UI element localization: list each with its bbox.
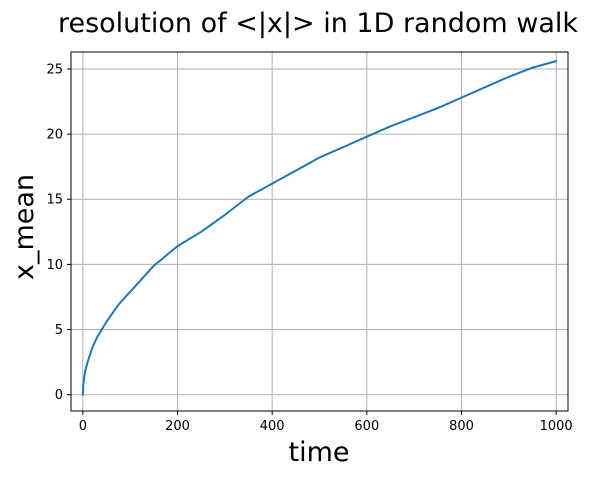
axis-ticks: 0 200 400 600 800 1000 0 5 10 15 20 25 [46,62,572,434]
chart-title: resolution of <|x|> in 1D random walk [58,8,578,39]
y-tick-label: 25 [46,62,63,77]
data-series [81,60,558,396]
x-tick-label: 1000 [540,419,573,434]
axes-frame [70,51,569,412]
y-tick-label: 5 [55,323,63,338]
y-tick-label: 15 [46,193,63,208]
x-tick-label: 800 [449,419,474,434]
y-tick-label: 20 [46,128,63,143]
y-axis-label: x_mean [9,174,40,280]
series-line [81,60,558,396]
grid-lines [71,52,568,411]
y-tick-label: 10 [46,258,63,273]
x-tick-label: 200 [165,419,190,434]
x-axis-label: time [288,437,349,468]
y-tick-label: 0 [55,388,63,403]
x-tick-label: 400 [260,419,285,434]
x-tick-label: 0 [79,419,87,434]
x-tick-label: 600 [354,419,379,434]
